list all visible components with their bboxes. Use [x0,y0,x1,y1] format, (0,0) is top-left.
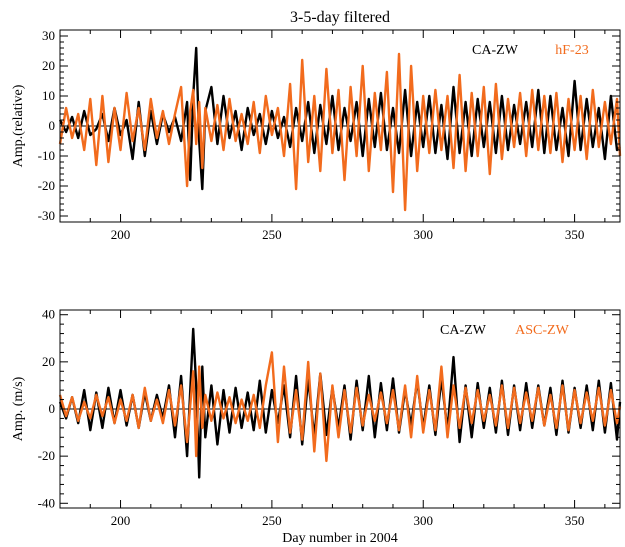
y-tick-label: -20 [38,448,55,463]
x-tick-label: 250 [262,227,282,242]
y-tick-label: 20 [42,58,55,73]
y-tick-label: -10 [38,148,55,163]
y-axis-label: Amp. (m/s) [11,376,26,441]
y-tick-label: 40 [42,307,55,322]
legend-entry-ca-zw: CA-ZW [440,323,487,338]
y-tick-label: -30 [38,208,55,223]
y-tick-label: 10 [42,88,55,103]
y-tick-label: 20 [42,354,55,369]
x-tick-label: 300 [413,513,433,528]
y-tick-label: -40 [38,495,55,510]
y-tick-label: -20 [38,178,55,193]
x-tick-label: 200 [111,513,131,528]
x-tick-label: 250 [262,513,282,528]
x-tick-label: 350 [565,513,585,528]
legend-entry-ca-zw: CA-ZW [472,43,519,58]
y-tick-label: 0 [49,401,56,416]
series-line-hf-23 [58,52,622,212]
y-axis-label: Amp.(relative) [11,84,26,167]
x-tick-label: 300 [413,227,433,242]
x-tick-label: 200 [111,227,131,242]
y-tick-label: 30 [42,28,55,43]
legend-entry-hf-23: hF-23 [555,43,588,58]
y-tick-label: 0 [49,118,56,133]
series-line-ca-zw [58,46,621,191]
chart-title: 3-5-day filtered [290,9,390,26]
legend-entry-asc-zw: ASC-ZW [515,323,569,338]
x-axis-label: Day number in 2004 [282,531,397,546]
x-tick-label: 350 [565,227,585,242]
series-line-asc-zw [58,351,622,463]
